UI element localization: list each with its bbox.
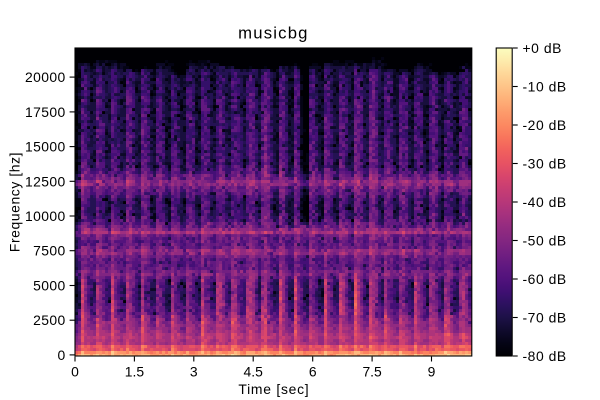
svg-text:9: 9 bbox=[428, 364, 436, 380]
svg-text:musicbg: musicbg bbox=[238, 24, 309, 43]
svg-text:4.5: 4.5 bbox=[244, 364, 264, 380]
svg-text:-20 dB: -20 dB bbox=[523, 117, 567, 133]
svg-text:6: 6 bbox=[309, 364, 317, 380]
svg-text:12500: 12500 bbox=[25, 173, 66, 189]
svg-text:-10 dB: -10 dB bbox=[523, 79, 567, 95]
svg-text:Time [sec]: Time [sec] bbox=[238, 381, 309, 397]
svg-text:-60 dB: -60 dB bbox=[523, 271, 567, 287]
svg-text:-70 dB: -70 dB bbox=[523, 310, 567, 326]
svg-text:0: 0 bbox=[57, 347, 65, 363]
svg-text:Frequency [hz]: Frequency [hz] bbox=[6, 152, 22, 252]
svg-text:+0 dB: +0 dB bbox=[523, 40, 562, 56]
svg-text:-80 dB: -80 dB bbox=[523, 348, 567, 364]
svg-text:7.5: 7.5 bbox=[362, 364, 382, 380]
svg-text:-30 dB: -30 dB bbox=[523, 156, 567, 172]
svg-text:20000: 20000 bbox=[25, 69, 66, 85]
svg-text:-50 dB: -50 dB bbox=[523, 233, 567, 249]
svg-text:5000: 5000 bbox=[33, 278, 66, 294]
svg-text:3: 3 bbox=[190, 364, 198, 380]
svg-text:-40 dB: -40 dB bbox=[523, 194, 567, 210]
svg-text:15000: 15000 bbox=[25, 139, 66, 155]
svg-text:17500: 17500 bbox=[25, 104, 66, 120]
svg-text:10000: 10000 bbox=[25, 208, 66, 224]
svg-text:7500: 7500 bbox=[33, 243, 66, 259]
svg-text:0: 0 bbox=[71, 364, 79, 380]
svg-text:1.5: 1.5 bbox=[125, 364, 145, 380]
svg-text:2500: 2500 bbox=[33, 312, 66, 328]
